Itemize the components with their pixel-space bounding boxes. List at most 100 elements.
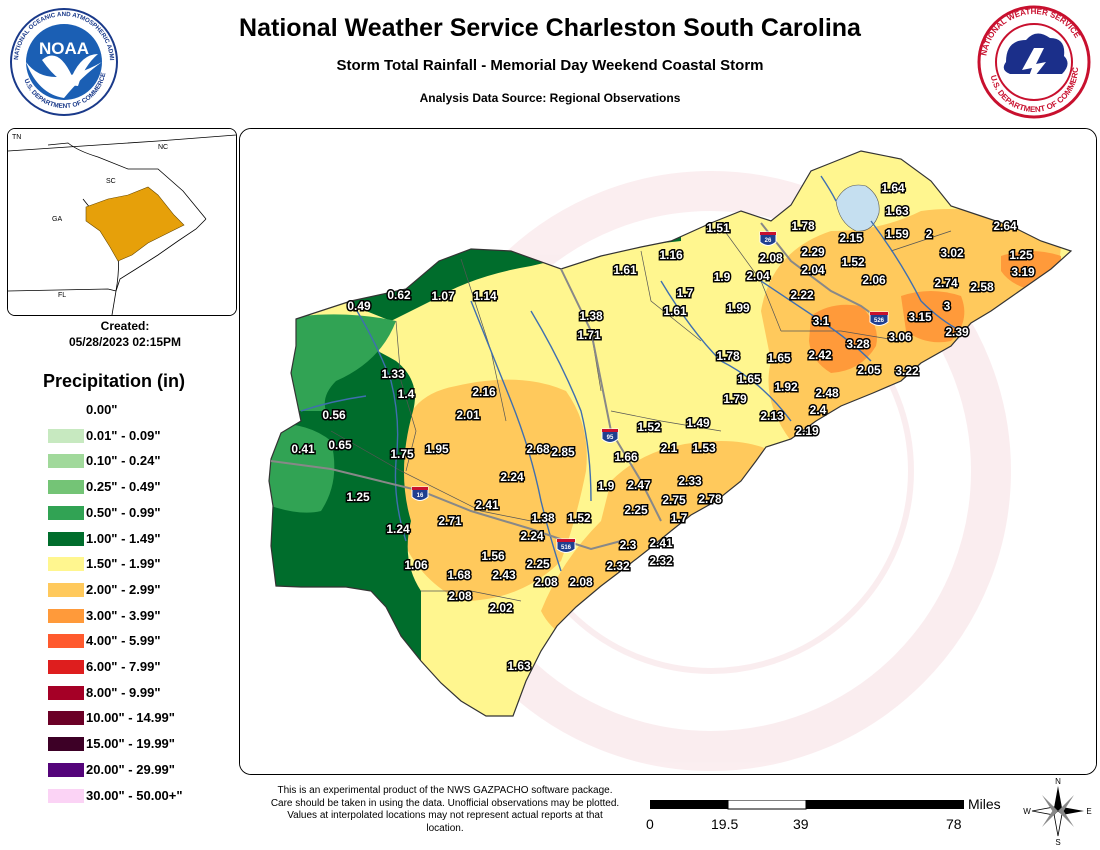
rainfall-observation: 1.68 (447, 568, 471, 582)
rainfall-observation: 3.19 (1011, 265, 1035, 279)
rainfall-observation: 1.52 (567, 511, 591, 525)
rainfall-observation: 2.02 (489, 601, 513, 615)
rainfall-observation: 3.28 (846, 337, 870, 351)
rainfall-observation: 1.16 (659, 248, 683, 262)
rainfall-observation: 2.32 (606, 559, 630, 573)
rainfall-observation: 2.24 (520, 529, 544, 543)
observation-values: 1.64 1.63 1.59 2 2.64 1.51 1.78 2.15 2.29 2.08 2.0… (290, 180, 1037, 675)
svg-text:526: 526 (874, 318, 885, 324)
inset-label-ga: GA (52, 216, 62, 223)
rainfall-observation: 2.75 (662, 493, 686, 507)
legend-swatch (48, 711, 84, 726)
rainfall-observation: 2.19 (795, 424, 819, 438)
rainfall-observation: 2.74 (934, 276, 958, 290)
scale-bar (650, 800, 964, 810)
rainfall-observation: 2.85 (551, 445, 575, 459)
rainfall-observation: 2.78 (698, 492, 722, 506)
rainfall-observation: 1.25 (1009, 248, 1033, 262)
rainfall-observation: 2.47 (627, 478, 651, 492)
rainfall-observation: 2.71 (438, 514, 462, 528)
rainfall-observation: 0.49 (347, 299, 371, 313)
rainfall-observation: 2.08 (759, 251, 783, 265)
interstate-shields: 26 526 95 16 516 (411, 231, 889, 553)
rainfall-observation: 1.25 (346, 490, 370, 504)
rainfall-observation: 0.56 (322, 408, 346, 422)
rainfall-observation: 2.42 (808, 348, 832, 362)
svg-text:16: 16 (417, 493, 424, 499)
legend-swatch (48, 685, 84, 700)
legend-swatch (48, 557, 84, 572)
legend-swatch (48, 403, 84, 417)
rainfall-observation: 1.92 (774, 380, 798, 394)
scale-tick-39: 39 (793, 816, 809, 832)
legend-swatch (48, 634, 84, 649)
lake-moultrie (835, 184, 880, 232)
rainfall-observation: 2.08 (569, 575, 593, 589)
legend-label: 8.00" - 9.99" (86, 684, 161, 700)
scale-tick-19-5: 19.5 (711, 816, 739, 832)
rainfall-observation: 1.63 (885, 204, 909, 218)
rainfall-observation: 1.78 (791, 219, 815, 233)
rainfall-observation: 2.32 (649, 554, 673, 568)
inset-forecast-area (85, 186, 185, 262)
rainfall-observation: 1.24 (386, 522, 410, 536)
scale-unit: Miles (968, 796, 1001, 812)
created-timestamp: 05/28/2023 02:15PM (68, 335, 182, 349)
legend-title: Precipitation (in) (43, 371, 186, 391)
legend-swatch (48, 608, 84, 623)
legend-label: 20.00" - 29.99" (86, 761, 175, 777)
rainfall-observation: 2.64 (993, 219, 1017, 233)
rainfall-observation: 1.52 (841, 255, 865, 269)
rainfall-observation: 1.65 (767, 351, 791, 365)
legend-swatch (48, 762, 84, 777)
rainfall-observation: 2.05 (857, 363, 881, 377)
rainfall-observation: 2.15 (839, 231, 863, 245)
rainfall-observation: 2.13 (760, 409, 784, 423)
data-source-text: Analysis Data Source: Regional Observati… (419, 91, 681, 105)
created-label: Created: (100, 319, 150, 333)
disclaimer-text: This is an experimental product of the N… (270, 785, 620, 834)
rainfall-observation: 3.06 (888, 330, 912, 344)
rainfall-observation: 2.29 (801, 245, 825, 259)
legend-swatch (48, 454, 84, 469)
rainfall-observation: 1.95 (425, 442, 449, 456)
inset-label-nc: NC (158, 144, 168, 151)
svg-text:S: S (1055, 838, 1060, 846)
legend-swatch (48, 737, 84, 752)
rainfall-observation: 1.9 (598, 479, 615, 493)
rainfall-observation: 2.04 (801, 263, 825, 277)
rainfall-observation: 2.06 (862, 273, 886, 287)
legend-label: 0.25" - 0.49" (86, 479, 161, 495)
page-subtitle: Storm Total Rainfall - Memorial Day Week… (336, 57, 764, 74)
rainfall-observation: 2.08 (534, 575, 558, 589)
rainfall-observation: 2.3 (620, 538, 637, 552)
rainfall-observation: 3.22 (895, 364, 919, 378)
svg-text:N: N (1055, 777, 1061, 786)
svg-text:516: 516 (561, 545, 572, 551)
rainfall-observation: 1.14 (473, 289, 497, 303)
legend-label: 6.00" - 7.99" (86, 659, 161, 674)
rainfall-observation: 1.38 (531, 511, 555, 525)
rainfall-observation: 1.52 (637, 420, 661, 434)
inset-label-sc: SC (106, 178, 116, 185)
rainfall-observation: 2.41 (649, 536, 673, 550)
legend-swatch (48, 480, 84, 495)
rainfall-observation: 1.61 (613, 263, 637, 277)
rainfall-observation: 3 (944, 299, 951, 313)
i516-shield: 516 (556, 538, 576, 553)
legend-label: 0.00" (86, 402, 118, 417)
rainfall-observation: 2.33 (678, 474, 702, 488)
rainfall-observation: 1.7 (671, 511, 688, 525)
rainfall-observation: 1.61 (663, 304, 687, 318)
rainfall-observation: 1.06 (404, 558, 428, 572)
rainfall-observation: 1.71 (577, 328, 601, 342)
rainfall-map: 26 526 95 16 516 1. (239, 128, 1097, 775)
rainfall-observation: 2 (926, 227, 933, 241)
rainfall-observation: 1.4 (398, 387, 415, 401)
rainfall-observation: 3.02 (940, 246, 964, 260)
rainfall-observation: 2.24 (500, 470, 524, 484)
rainfall-observation: 3.1 (813, 314, 830, 328)
rainfall-observation: 1.75 (390, 447, 414, 461)
rainfall-observation: 1.51 (706, 221, 730, 235)
legend-label: 4.00" - 5.99" (86, 633, 161, 649)
